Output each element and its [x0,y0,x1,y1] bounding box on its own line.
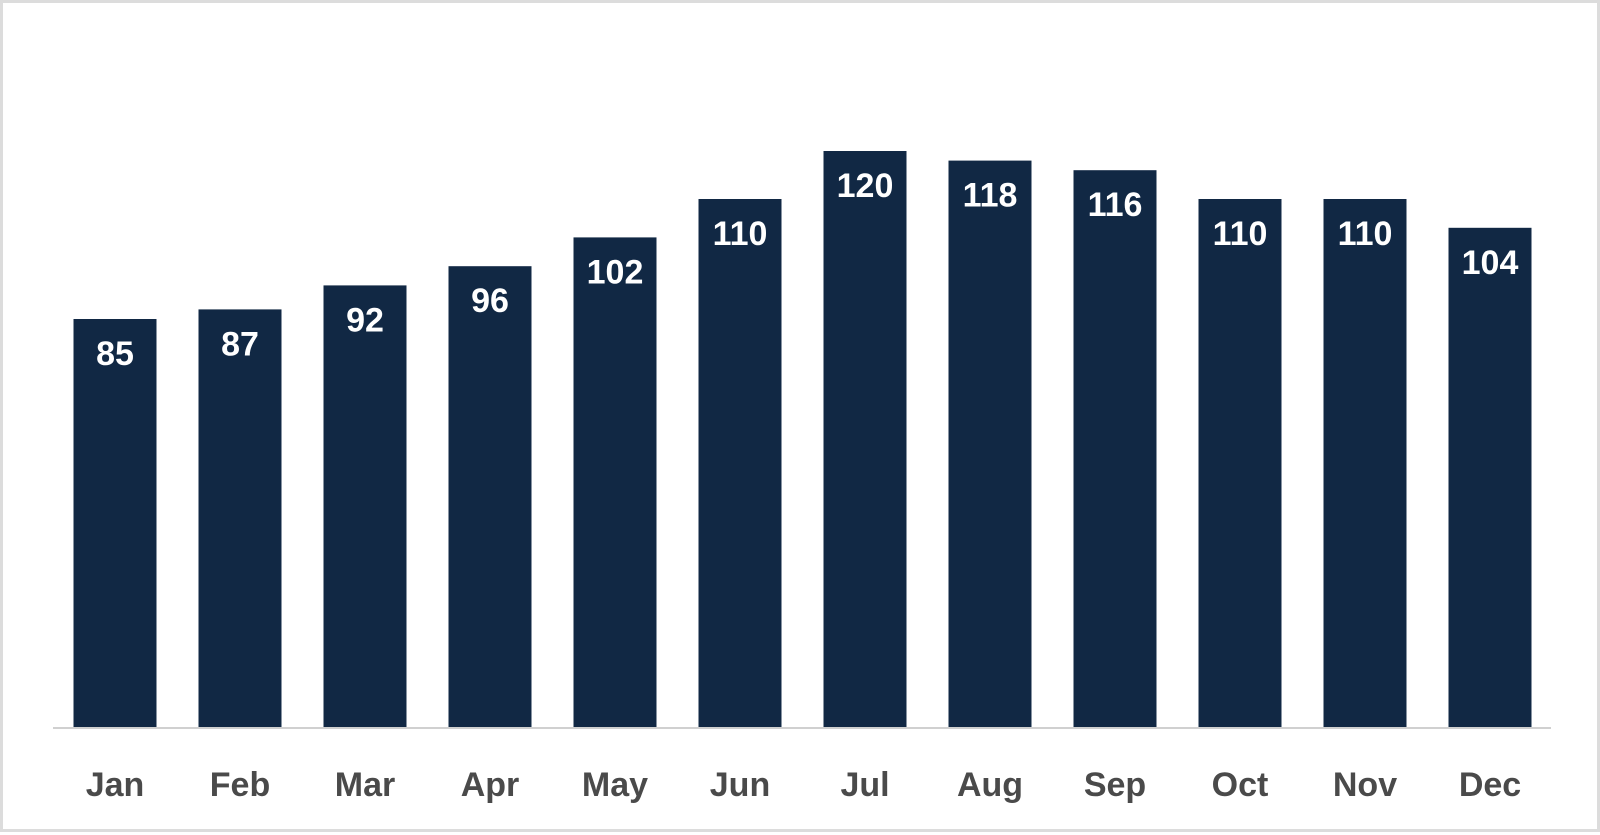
x-tick-label-feb: Feb [210,766,270,804]
bar-mar [323,285,407,727]
data-label-dec: 104 [1462,244,1519,282]
bar-oct [1198,199,1282,727]
bar-sep [1073,170,1157,727]
data-label-jul: 120 [837,167,894,205]
data-label-feb: 87 [221,325,259,363]
data-label-sep: 116 [1088,186,1143,224]
bar-dec [1448,227,1532,728]
data-label-jan: 85 [96,335,134,373]
x-tick-label-jun: Jun [710,766,770,804]
bar-apr [448,266,532,727]
bar-jan [73,319,157,727]
x-tick-label-oct: Oct [1212,766,1269,804]
data-labels-group: 85 87 92 96 102 110 120 118 116 110 110 104 [96,167,1518,373]
x-tick-label-sep: Sep [1084,766,1146,804]
bar-nov [1323,199,1407,727]
data-label-nov: 110 [1338,215,1393,253]
data-label-mar: 92 [346,301,384,339]
category-labels-group: Jan Feb Mar Apr May Jun Jul Aug Sep Oct Nov Dec [86,766,1521,804]
x-tick-label-nov: Nov [1333,766,1397,804]
bar-feb [198,309,282,727]
data-label-apr: 96 [471,282,509,320]
x-tick-label-jan: Jan [86,766,145,804]
x-tick-label-may: May [582,766,648,804]
x-tick-label-aug: Aug [957,766,1023,804]
bar-may [573,237,657,727]
data-label-oct: 110 [1213,215,1268,253]
bars-group [73,151,1532,728]
x-tick-label-apr: Apr [461,766,520,804]
x-tick-label-dec: Dec [1459,766,1521,804]
data-label-aug: 118 [963,177,1018,215]
x-tick-label-mar: Mar [335,766,395,804]
bar-chart: 85 87 92 96 102 110 120 118 116 110 110 104 Jan Feb M… [53,151,1551,804]
bar-jun [698,199,782,727]
x-tick-label-jul: Jul [840,766,889,804]
bar-jul [823,151,907,727]
data-label-jun: 110 [713,215,768,253]
bar-aug [948,160,1032,728]
data-label-may: 102 [587,253,644,291]
